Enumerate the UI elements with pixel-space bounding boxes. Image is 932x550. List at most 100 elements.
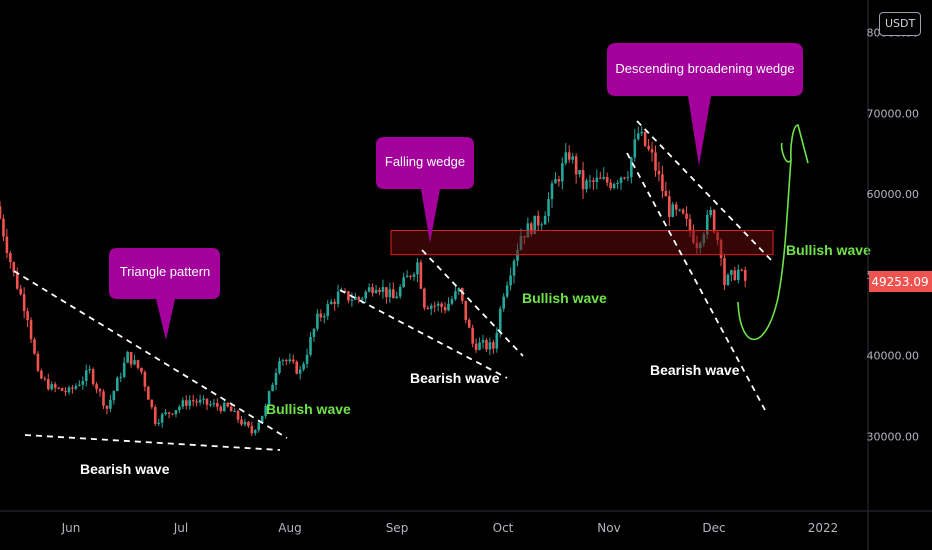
candle-down	[574, 156, 578, 175]
candle-up	[312, 328, 316, 337]
candle-down	[419, 262, 423, 289]
candle-down	[60, 388, 64, 391]
candle-down	[461, 287, 464, 301]
candle-up	[554, 179, 557, 184]
candle-down	[216, 403, 219, 407]
candle-up	[481, 340, 485, 343]
time-axis[interactable]: Jun Jul Aug Sep Oct Nov Dec 2022	[61, 521, 839, 535]
candle-up	[395, 296, 399, 299]
candle-up	[454, 291, 457, 300]
candle-up	[243, 421, 247, 425]
candle-up	[81, 381, 85, 385]
candle-up	[271, 384, 274, 392]
candle-up	[188, 400, 192, 406]
candle-down	[581, 170, 585, 190]
candle-up	[350, 299, 354, 301]
time-tick-label: Nov	[597, 521, 620, 535]
candle-down	[185, 400, 188, 406]
candle-down	[492, 342, 495, 349]
candle-down	[661, 174, 664, 192]
candle-down	[295, 361, 298, 374]
candle-down	[191, 400, 195, 402]
candle-up	[209, 404, 212, 406]
candle-down	[440, 303, 443, 308]
candle-up	[212, 403, 216, 405]
time-tick-label: Jul	[173, 521, 188, 535]
candle-down	[91, 369, 95, 385]
current-price-badge: 49253.09	[869, 271, 932, 292]
candle-down	[291, 359, 295, 362]
candle-up	[288, 359, 292, 362]
candle-up	[630, 157, 633, 178]
candle-down	[567, 152, 571, 160]
trend-lines	[13, 120, 774, 451]
candle-down	[605, 176, 609, 183]
candle-up	[450, 299, 454, 304]
candle-down	[247, 421, 250, 427]
callout-broadening-wedge-text: Descending broadening wedge	[615, 61, 794, 76]
candle-up	[561, 163, 564, 182]
candle-up	[602, 176, 606, 179]
candle-down	[57, 387, 60, 389]
candle-up	[278, 361, 281, 373]
candle-up	[160, 414, 164, 423]
candle-up	[133, 360, 136, 365]
candle-up	[88, 369, 91, 371]
currency-selector-button[interactable]: USDT	[879, 12, 922, 36]
candle-up	[505, 285, 509, 297]
candle-up	[478, 342, 481, 350]
price-tick-label: 60000.00	[867, 188, 920, 201]
candle-down	[378, 289, 381, 292]
candle-down	[385, 287, 388, 298]
candle-up	[67, 387, 71, 393]
candle-down	[657, 170, 661, 175]
candle-up	[633, 139, 637, 158]
candle-down	[409, 275, 412, 277]
candle-down	[29, 320, 33, 340]
broadening-wedge-lower-line	[626, 152, 766, 411]
candle-up	[178, 406, 181, 411]
candle-down	[195, 401, 198, 403]
candle-up	[388, 289, 392, 298]
candle-down	[205, 398, 209, 405]
candle-up	[309, 336, 312, 355]
candle-down	[71, 387, 74, 389]
candle-down	[392, 289, 395, 299]
candle-down	[2, 218, 5, 237]
candle-down	[22, 294, 26, 312]
candle-up	[302, 363, 305, 370]
candle-up	[509, 275, 512, 286]
bearish-wave-label: Bearish wave	[410, 370, 500, 386]
candle-down	[333, 301, 336, 304]
candle-up	[616, 182, 619, 185]
candle-down	[733, 270, 737, 281]
candle-down	[285, 360, 288, 362]
candle-up	[488, 342, 492, 350]
candle-down	[143, 371, 147, 387]
price-axis[interactable]: 30000.0040000.0050000.0060000.0070000.00…	[867, 27, 920, 444]
candle-up	[709, 210, 712, 215]
candle-up	[116, 377, 119, 392]
callout-triangle-text: Triangle pattern	[120, 264, 211, 279]
candle-down	[226, 402, 229, 407]
callout-broadening-wedge: Descending broadening wedge	[607, 43, 803, 166]
candle-down	[129, 351, 133, 365]
candle-down	[343, 290, 347, 292]
candle-up	[78, 384, 81, 386]
candle-up	[198, 399, 202, 403]
candle-up	[436, 303, 440, 306]
candle-down	[423, 288, 426, 308]
candle-up	[405, 275, 409, 278]
callout-falling-wedge-text: Falling wedge	[385, 154, 465, 169]
candle-up	[705, 214, 709, 235]
candle-up	[360, 298, 364, 300]
candle-up	[260, 415, 264, 423]
candle-down	[105, 405, 109, 409]
candle-up	[336, 291, 340, 304]
candle-down	[664, 191, 668, 197]
candle-down	[47, 379, 50, 390]
candle-down	[688, 218, 692, 231]
candle-up	[298, 369, 302, 374]
candle-down	[171, 413, 174, 415]
